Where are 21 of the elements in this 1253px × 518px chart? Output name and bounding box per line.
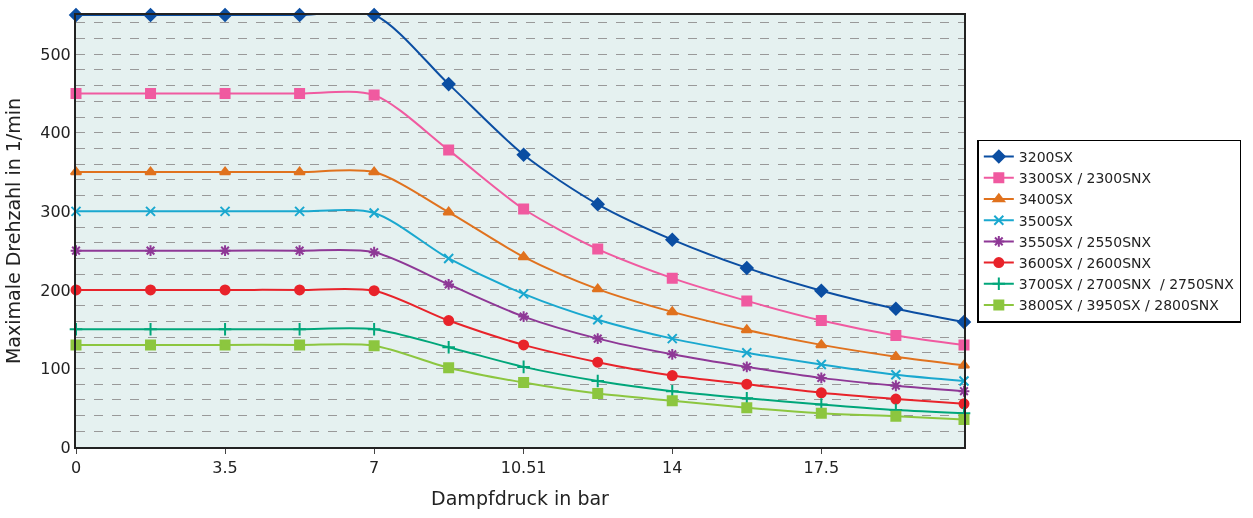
legend-label: 3500SX: [1018, 212, 1074, 229]
y-tick-label: 100: [40, 359, 71, 379]
x-tick-label: 3.5: [212, 458, 238, 478]
y-tick-label: 400: [40, 123, 71, 143]
legend-label: 3200SX: [1018, 149, 1074, 166]
legend-label: 3550SX / 2550SNX: [1018, 233, 1152, 250]
x-tick-label: 17.5: [803, 458, 840, 478]
x-tick-label: 7: [369, 458, 380, 478]
y-axis-title: Maximale Drehzahl in 1/min: [1, 97, 24, 365]
legend-label: 3300SX / 2300SNX: [1018, 170, 1152, 187]
y-tick-label: 500: [40, 44, 71, 64]
y-tick-label: 300: [40, 201, 71, 221]
y-tick-label: 0: [60, 437, 71, 457]
legend-label: 3600SX / 2600SNX: [1018, 255, 1152, 272]
legend-label: 3800SX / 3950SX / 2800SNX: [1018, 297, 1220, 314]
y-tick-label: 200: [40, 280, 71, 300]
legend-label: 3700SX / 2700SNX / 2750SNX: [1018, 276, 1235, 293]
x-axis-title: Dampfdruck in bar: [431, 486, 610, 509]
x-tick-label: 14: [662, 458, 683, 478]
legend-label: 3400SX: [1018, 191, 1074, 208]
x-tick-label: 10.51: [500, 458, 547, 478]
